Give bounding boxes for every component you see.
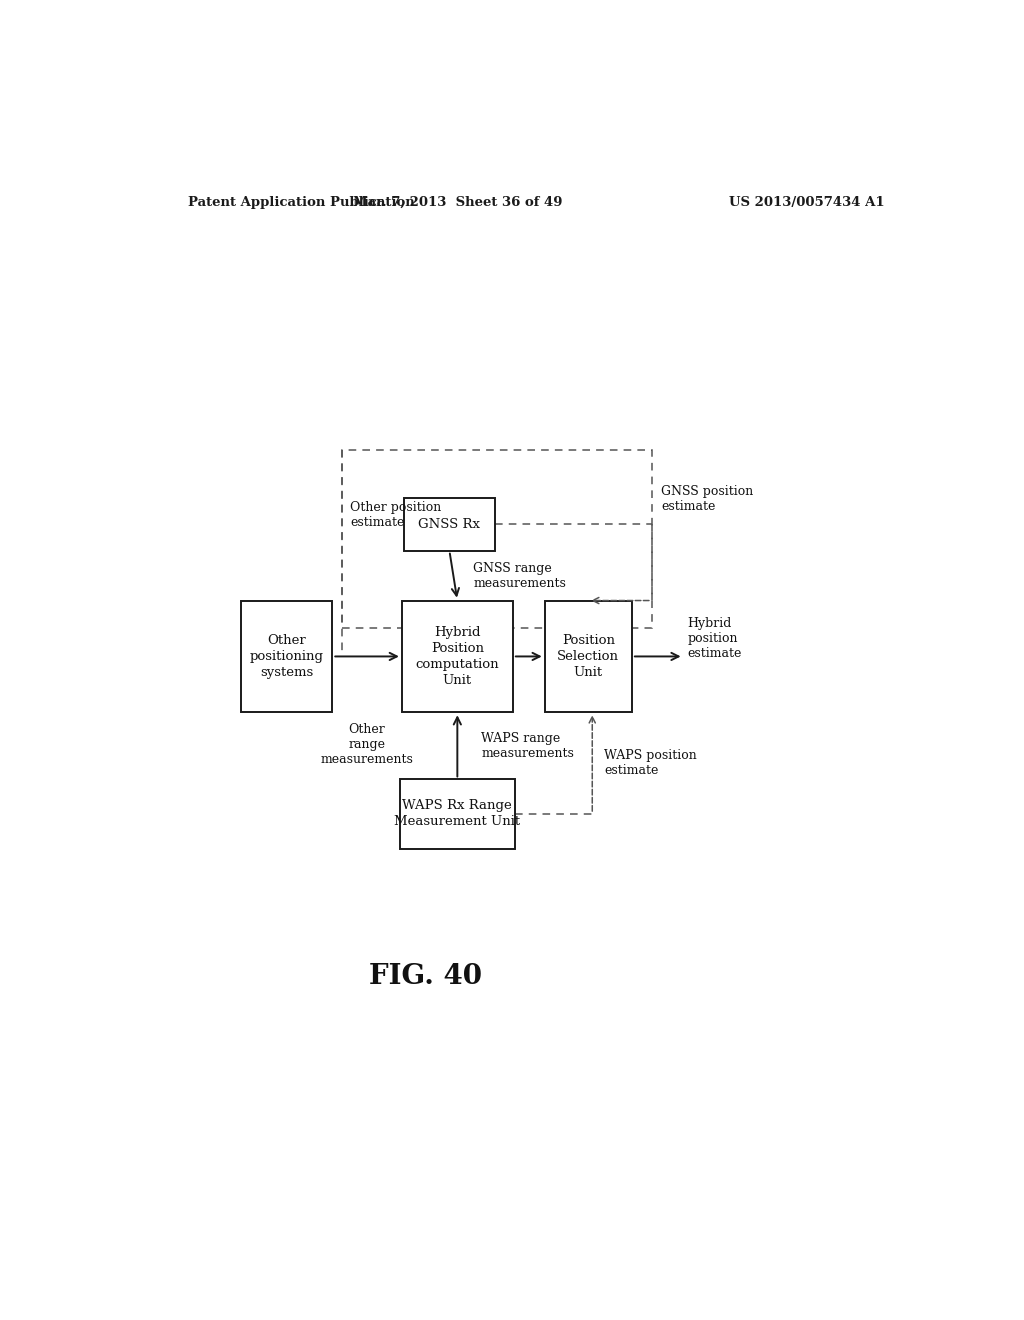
Text: US 2013/0057434 A1: US 2013/0057434 A1 <box>729 195 885 209</box>
Text: Mar. 7, 2013  Sheet 36 of 49: Mar. 7, 2013 Sheet 36 of 49 <box>352 195 562 209</box>
Text: GNSS position
estimate: GNSS position estimate <box>662 484 754 513</box>
Text: Hybrid
position
estimate: Hybrid position estimate <box>687 616 741 660</box>
Text: Other position
estimate: Other position estimate <box>350 502 441 529</box>
Bar <box>401 601 513 713</box>
Text: Position
Selection
Unit: Position Selection Unit <box>557 634 620 678</box>
Text: GNSS range
measurements: GNSS range measurements <box>473 561 566 590</box>
Bar <box>545 601 632 713</box>
Text: GNSS Rx: GNSS Rx <box>419 517 480 531</box>
Bar <box>403 498 495 550</box>
Text: Patent Application Publication: Patent Application Publication <box>187 195 415 209</box>
Text: WAPS Rx Range
Measurement Unit: WAPS Rx Range Measurement Unit <box>394 800 520 829</box>
Bar <box>241 601 333 713</box>
Text: WAPS range
measurements: WAPS range measurements <box>481 731 574 760</box>
Text: Other
range
measurements: Other range measurements <box>321 722 414 766</box>
Bar <box>399 779 515 849</box>
Text: Hybrid
Position
computation
Unit: Hybrid Position computation Unit <box>416 626 499 686</box>
Text: FIG. 40: FIG. 40 <box>369 964 482 990</box>
Text: Other
positioning
systems: Other positioning systems <box>250 634 324 678</box>
Text: WAPS position
estimate: WAPS position estimate <box>604 750 697 777</box>
Bar <box>342 450 652 628</box>
